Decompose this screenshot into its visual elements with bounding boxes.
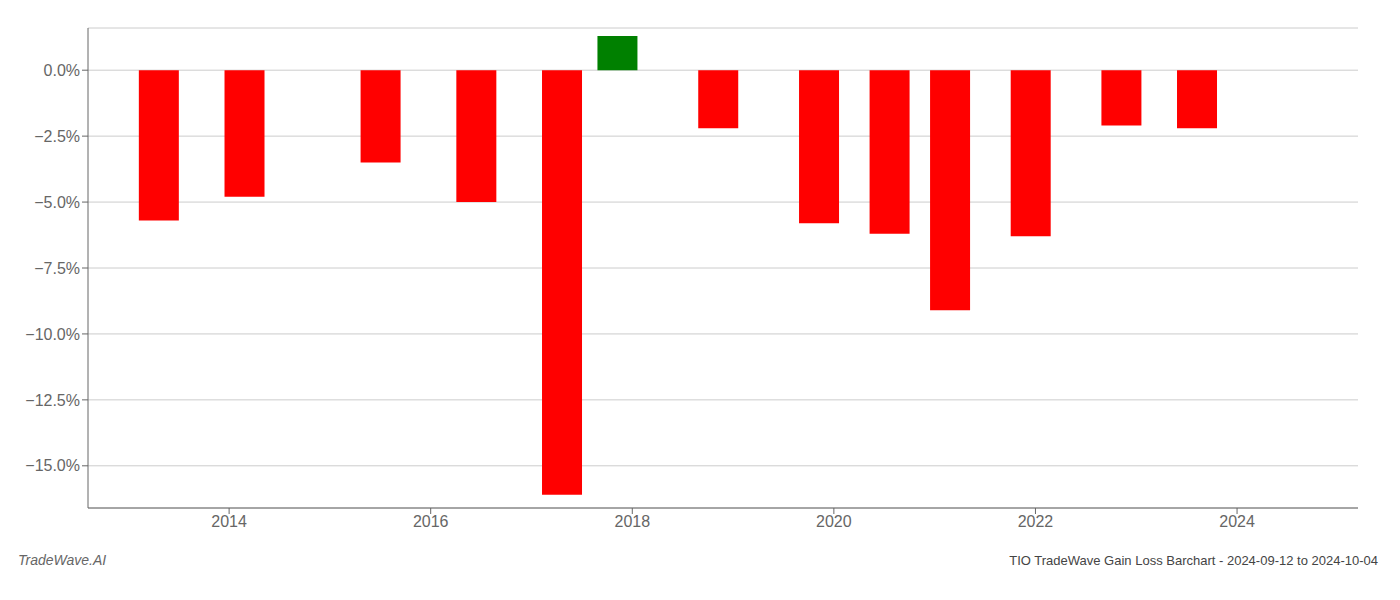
svg-text:2022: 2022 [1018,513,1054,530]
svg-text:−5.0%: −5.0% [34,194,80,211]
svg-text:2016: 2016 [413,513,449,530]
svg-text:2020: 2020 [816,513,852,530]
html-text:TIO TradeWave Gain Loss Barcha: TIO TradeWave Gain Loss Barchart - 2024-… [1009,553,1378,568]
svg-text:−12.5%: −12.5% [25,392,80,409]
svg-text:−2.5%: −2.5% [34,128,80,145]
html-text:TradeWave.AI: TradeWave.AI [18,552,107,568]
svg-text:−7.5%: −7.5% [34,260,80,277]
svg-text:−10.0%: −10.0% [25,326,80,343]
svg-text:0.0%: 0.0% [44,62,80,79]
svg-text:−15.0%: −15.0% [25,457,80,474]
svg-text:2024: 2024 [1219,513,1255,530]
svg-text:2014: 2014 [211,513,247,530]
svg-text:2018: 2018 [614,513,650,530]
